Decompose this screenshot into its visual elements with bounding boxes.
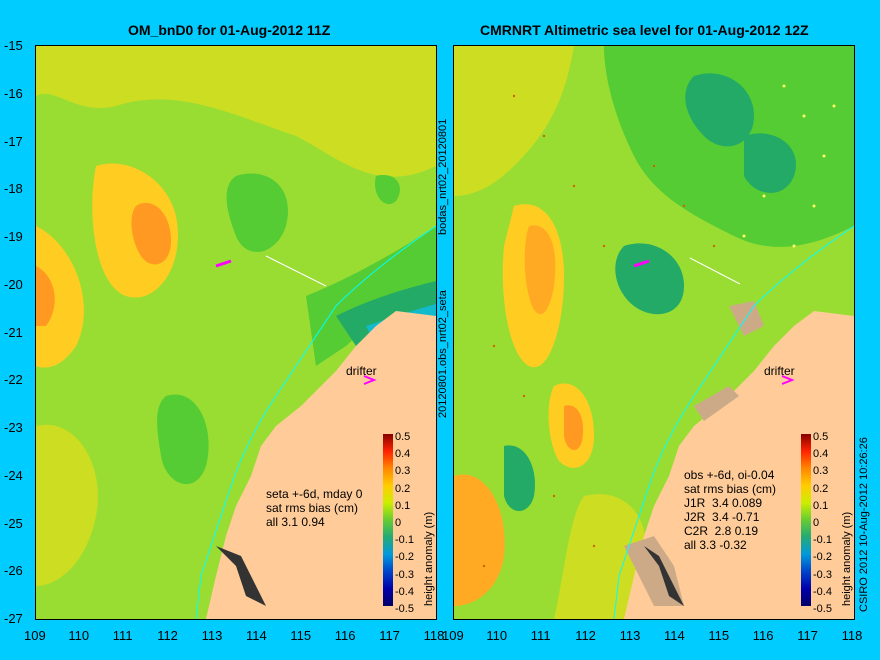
colorbar-tick: 0.3 [395,465,411,478]
left-map-panel: drifter seta +-6d, mday 0 sat rms bias (c… [35,45,437,620]
left-colorbar [383,434,393,606]
colorbar-tick: 0.5 [813,431,829,443]
latitude-tick: -19 [4,229,23,244]
right-drifter-label: drifter [764,364,795,378]
latitude-tick: -24 [4,467,23,483]
footer-credit: CSIRO 2012 10-Aug-2012 10:26:26 [858,437,870,612]
stats-line: C2R 2.8 0.19 [684,524,759,538]
colorbar-tick: 0.3 [813,465,829,478]
right-map-title: CMRNRT Altimetric sea level for 01-Aug-2… [480,22,809,38]
longitude-tick: 117 [797,628,818,643]
latitude-tick: -25 [4,515,23,531]
longitude-tick: 110 [486,628,508,643]
longitude-tick: 116 [334,628,356,643]
colorbar-tick: -0.3 [813,568,832,581]
stats-line: seta +-6d, mday 0 [266,487,363,501]
right-map-panel: drifter obs +-6d, oi-0.04 sat rms bias (c… [453,45,855,620]
longitude-tick: 115 [290,628,312,643]
middle-label-top: bodas_nrt02_20120801 [437,118,449,235]
right-stats-block: obs +-6d, oi-0.04 sat rms bias (cm) J1R 3.… [684,468,776,552]
colorbar-tick: 0.1 [395,499,411,512]
longitude-tick: 109 [442,628,464,643]
colorbar-tick: -0.1 [395,534,414,547]
colorbar-tick: -0.2 [813,551,832,564]
stats-line: sat rms bias (cm) [684,482,777,496]
colorbar-tick: 0 [813,517,820,529]
colorbar-tick: -0.4 [395,585,414,598]
stats-line: sat rms bias (cm) [266,501,359,515]
right-colorbar [801,434,811,606]
longitude-tick: 113 [201,628,223,643]
left-sea-level-map [36,46,436,619]
latitude-tick: -17 [4,133,23,149]
colorbar-tick: -0.5 [395,603,414,615]
left-map-title: OM_bnD0 for 01-Aug-2012 11Z [128,22,331,38]
longitude-tick: 116 [752,628,774,643]
colorbar-tick: 0.4 [395,448,411,461]
colorbar-tick: 0.2 [395,482,411,495]
longitude-tick: 118 [841,628,863,643]
stats-line: J2R 3.4 -0.71 [684,510,760,524]
colorbar-tick: -0.5 [813,603,832,615]
left-drifter-label: drifter [346,364,377,378]
colorbar-tick: 0 [395,517,402,529]
colorbar-tick: -0.1 [813,534,832,547]
colorbar-tick: 0.4 [813,448,829,461]
longitude-tick: 117 [379,628,400,643]
colorbar-tick: -0.2 [395,551,414,564]
middle-label-bottom: 20120801.obs_nrt02_seta [437,290,449,418]
latitude-tick: -16 [4,85,23,101]
longitude-tick: 111 [112,628,133,643]
latitude-tick: -23 [4,420,23,435]
colorbar-tick: 0.2 [813,482,829,495]
latitude-tick: -20 [4,276,23,292]
left-colorbar-label: height anomaly (m) [423,511,435,606]
longitude-tick: 113 [619,628,641,643]
stats-line: all 3.3 -0.32 [684,538,747,552]
latitude-tick: -27 [4,611,23,626]
stats-line: all 3.1 0.94 [266,515,325,529]
longitude-tick: 118 [423,628,445,643]
right-sea-level-map [454,46,854,619]
colorbar-tick: 0.5 [395,431,411,443]
longitude-tick: 114 [664,628,685,643]
latitude-tick: -26 [4,563,23,579]
latitude-tick: -21 [4,324,23,340]
longitude-tick: 115 [708,628,730,643]
stats-line: J1R 3.4 0.089 [684,496,763,510]
latitude-tick: -15 [4,38,23,53]
right-colorbar-label: height anomaly (m) [841,511,853,606]
left-stats-block: seta +-6d, mday 0 sat rms bias (cm) all 3.… [266,487,362,529]
longitude-tick: 112 [157,628,178,643]
stats-line: obs +-6d, oi-0.04 [684,468,775,482]
longitude-tick: 110 [68,628,90,643]
colorbar-tick: -0.3 [395,568,414,581]
longitude-tick: 109 [24,628,46,643]
latitude-tick: -18 [4,181,23,197]
latitude-tick: -22 [4,372,23,388]
longitude-tick: 112 [575,628,596,643]
colorbar-tick: -0.4 [813,585,832,598]
longitude-tick: 114 [246,628,267,643]
colorbar-tick: 0.1 [813,499,829,512]
longitude-tick: 111 [530,628,551,643]
